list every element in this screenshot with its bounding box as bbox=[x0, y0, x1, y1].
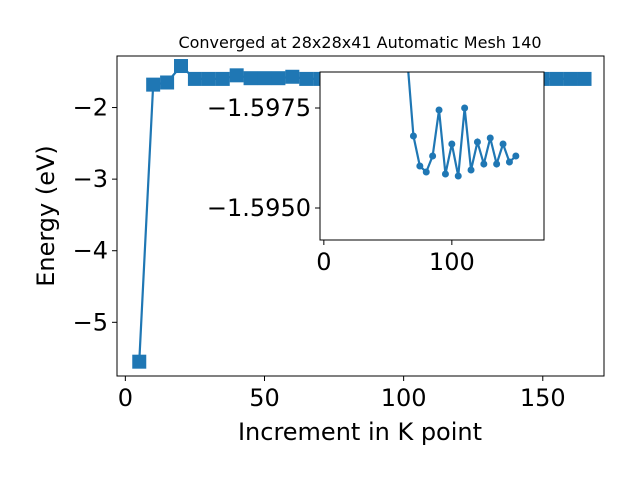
main-point bbox=[160, 75, 174, 89]
inset-point bbox=[436, 107, 443, 114]
inset-point bbox=[512, 153, 519, 160]
main-point bbox=[202, 72, 216, 86]
main-point bbox=[257, 71, 271, 85]
main-y-tick-label: −4 bbox=[73, 237, 108, 265]
inset-point bbox=[416, 163, 423, 170]
main-y-tick-label: −2 bbox=[73, 94, 108, 122]
inset-y-tick-label: −1.5950 bbox=[207, 194, 311, 222]
main-point bbox=[564, 72, 578, 86]
inset-y-tick-label: −1.5975 bbox=[207, 94, 311, 122]
main-point bbox=[146, 78, 160, 92]
main-point bbox=[188, 72, 202, 86]
inset-point bbox=[487, 135, 494, 142]
main-x-tick-label: 0 bbox=[118, 384, 133, 412]
inset-point bbox=[480, 161, 487, 168]
main-y-tick-label: −3 bbox=[73, 165, 108, 193]
inset-point bbox=[500, 141, 507, 148]
main-x-tick-label: 150 bbox=[520, 384, 566, 412]
main-point bbox=[132, 355, 146, 369]
main-x-tick-label: 100 bbox=[381, 384, 427, 412]
inset-point bbox=[474, 139, 481, 146]
main-point bbox=[271, 71, 285, 85]
main-x-tick-label: 50 bbox=[249, 384, 280, 412]
inset-point bbox=[461, 105, 468, 112]
inset-point bbox=[506, 159, 513, 166]
inset-point bbox=[468, 167, 475, 174]
main-point bbox=[285, 70, 299, 84]
inset-point bbox=[448, 141, 455, 148]
main-point bbox=[299, 72, 313, 86]
main-y-tick-label: −5 bbox=[73, 308, 108, 336]
inset-point bbox=[493, 161, 500, 168]
chart-title: Converged at 28x28x41 Automatic Mesh 140 bbox=[178, 33, 541, 52]
main-point bbox=[216, 72, 230, 86]
inset-point bbox=[442, 171, 449, 178]
inset-x-tick-label: 100 bbox=[429, 248, 475, 276]
inset-point bbox=[410, 133, 417, 140]
inset-point bbox=[423, 169, 430, 176]
main-point bbox=[244, 71, 258, 85]
inset-x-tick-label: 0 bbox=[316, 248, 331, 276]
main-point bbox=[230, 68, 244, 82]
inset-point bbox=[429, 153, 436, 160]
main-point bbox=[550, 72, 564, 86]
inset-point bbox=[455, 173, 462, 180]
x-axis-label: Increment in K point bbox=[238, 418, 482, 446]
y-axis-label: Energy (eV) bbox=[32, 145, 60, 287]
main-point bbox=[578, 72, 592, 86]
main-point bbox=[174, 59, 188, 73]
